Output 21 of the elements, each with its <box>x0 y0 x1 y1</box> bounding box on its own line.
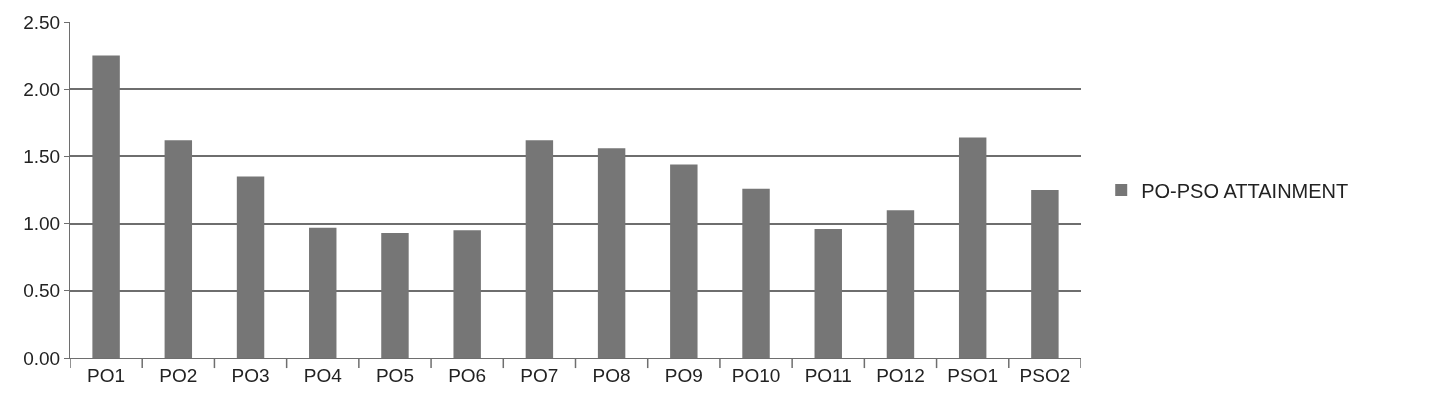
x-tick-label: PO11 <box>804 364 852 386</box>
y-tick-label: 0.00 <box>23 347 61 369</box>
y-tick-label: 1.50 <box>23 146 61 168</box>
y-tick-label: 0.50 <box>23 280 61 302</box>
y-tick-label: 2.50 <box>23 11 61 33</box>
x-tick-label: PSO2 <box>1019 364 1071 386</box>
y-tick-label: 2.00 <box>23 78 61 100</box>
x-tick-label: PO6 <box>448 364 487 386</box>
x-tick-label: PSO1 <box>947 364 999 386</box>
x-tick-label: PO8 <box>592 364 631 386</box>
x-tick-label: PO2 <box>159 364 198 386</box>
y-tick-label: 1.00 <box>23 213 61 235</box>
x-tick-label: PO5 <box>375 364 414 386</box>
x-tick-label: PO1 <box>87 364 126 386</box>
x-tick-label: PO10 <box>731 364 781 386</box>
legend-label: PO-PSO ATTAINMENT <box>1141 179 1349 202</box>
x-tick-label: PO7 <box>520 364 559 386</box>
x-tick-label: PO4 <box>303 364 343 386</box>
x-tick-label: PO9 <box>664 364 703 386</box>
x-tick-label: PO3 <box>231 364 270 386</box>
x-tick-label: PO12 <box>876 364 925 386</box>
